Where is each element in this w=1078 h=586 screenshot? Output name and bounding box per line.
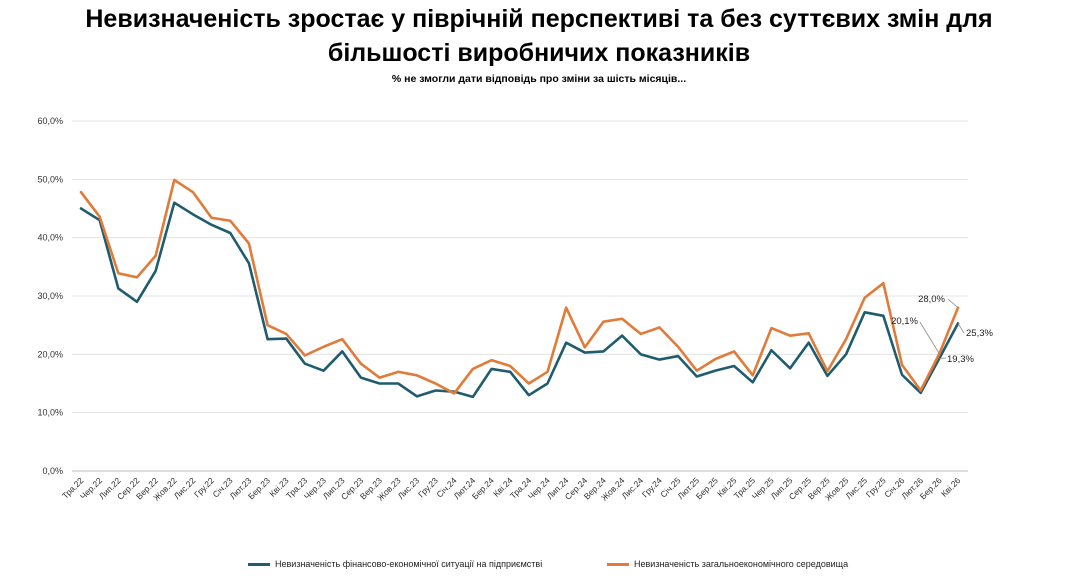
y-tick-label: 0,0% xyxy=(42,466,63,476)
y-tick-label: 20,0% xyxy=(37,349,63,359)
annotation-leader xyxy=(919,321,940,354)
chart-subtitle: % не змогли дати відповідь про зміни за … xyxy=(391,73,687,85)
legend-swatch-economic xyxy=(607,562,629,566)
annotation-label: 28,0% xyxy=(918,294,945,305)
x-tick-label: Лис.22 xyxy=(172,475,198,501)
annotation-label: 25,3% xyxy=(966,328,993,339)
series-line-financial xyxy=(79,201,960,399)
annotation-leader xyxy=(947,298,959,308)
chart-title-line-1: Невизначеність зростає у піврічній персп… xyxy=(85,5,993,33)
chart-title: Невизначеність зростає у піврічній персп… xyxy=(0,2,1078,70)
annotation-label: 20,1% xyxy=(891,316,918,327)
legend-item-financial: Невизначеність фінансово-економічної сит… xyxy=(248,559,542,569)
annotation-label: 19,3% xyxy=(947,354,974,365)
legend-label-financial: Невизначеність фінансово-економічної сит… xyxy=(275,559,543,569)
x-tick-label: Кві.26 xyxy=(939,475,963,499)
x-tick-label: Лис.24 xyxy=(619,475,645,501)
y-tick-label: 30,0% xyxy=(37,291,63,301)
y-tick-label: 40,0% xyxy=(37,233,63,243)
series-line-economic xyxy=(79,178,960,395)
y-tick-label: 50,0% xyxy=(37,174,63,184)
annotation-leader xyxy=(957,323,965,334)
y-tick-label: 60,0% xyxy=(37,116,63,126)
x-tick-label: Лис.23 xyxy=(396,475,422,501)
y-tick-label: 10,0% xyxy=(37,408,63,418)
legend-item-economic: Невизначеність загальноекономічного сере… xyxy=(607,559,848,569)
legend-swatch-financial xyxy=(248,562,270,566)
legend: Невизначеність фінансово-економічної сит… xyxy=(0,559,1078,575)
legend-label-economic: Невизначеність загальноекономічного сере… xyxy=(634,559,849,569)
x-tick-label: Лис.25 xyxy=(843,475,869,501)
chart-title-line-2: більшості виробничих показників xyxy=(327,39,751,67)
